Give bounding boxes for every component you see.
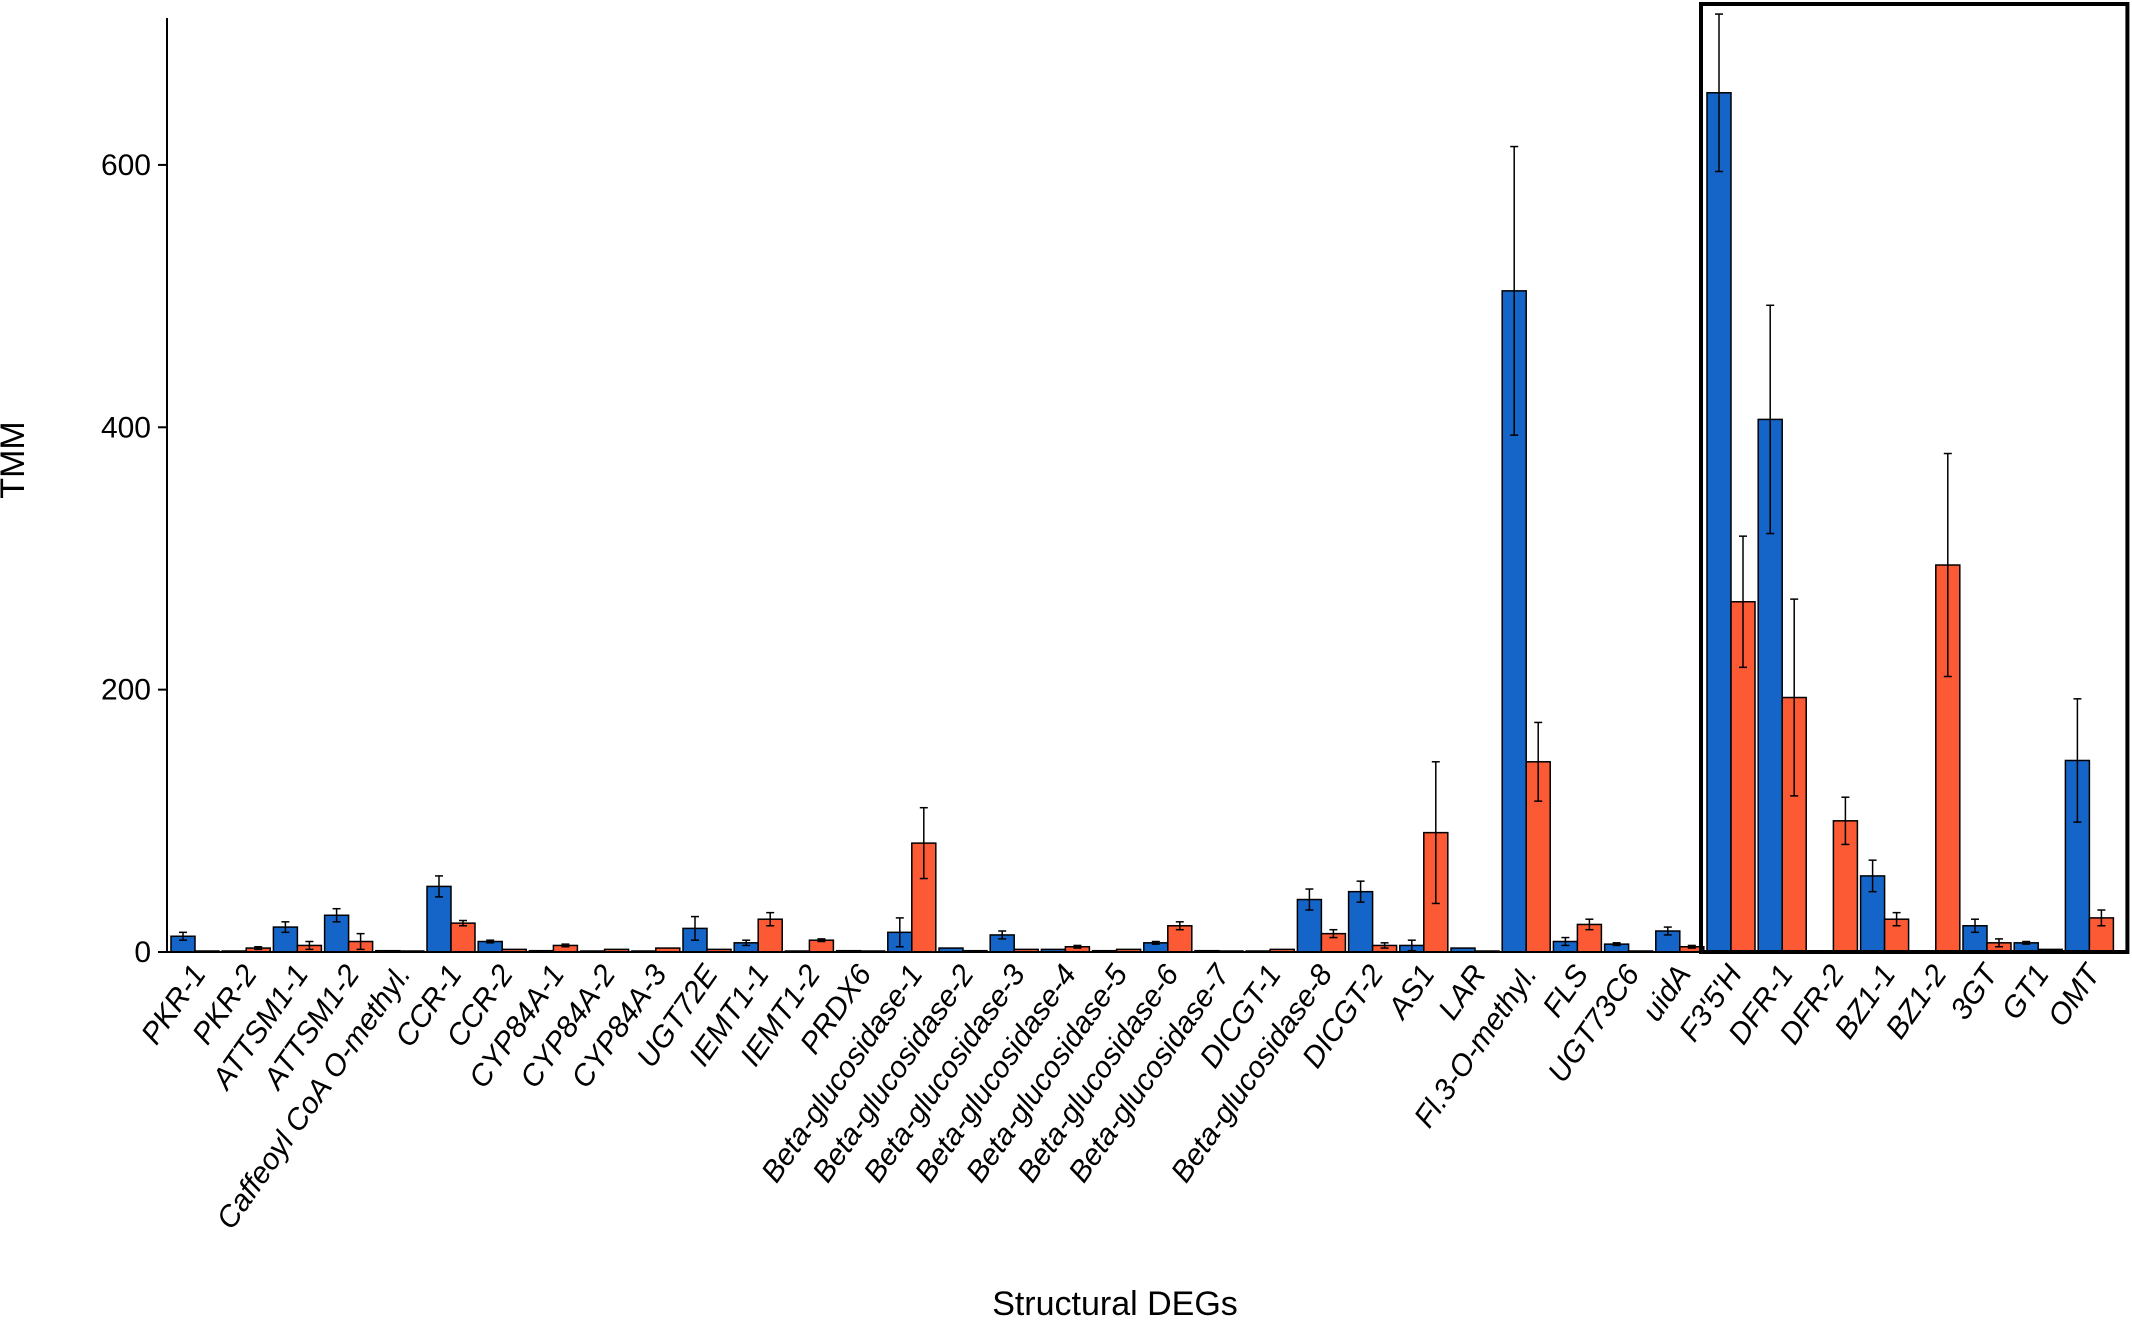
bar-a xyxy=(1706,92,1732,953)
x-tick-label: AS1 xyxy=(1381,959,1442,1026)
y-axis-title: TMM xyxy=(0,421,32,498)
highlight-box xyxy=(1699,2,2130,954)
x-tick-label: OMT xyxy=(2042,957,2109,1033)
x-axis-title: Structural DEGs xyxy=(992,1285,1238,1323)
y-axis: 0 200 400 600 xyxy=(101,18,168,969)
bar-a xyxy=(1296,898,1323,953)
y-tick-label: 600 xyxy=(101,149,151,182)
bar-b xyxy=(450,922,476,953)
y-tick-label: 0 xyxy=(134,936,151,969)
x-tick-label: 3GT xyxy=(1944,957,2006,1026)
y-tick-label: 400 xyxy=(101,411,151,444)
bars xyxy=(167,13,2122,953)
y-tick-label: 200 xyxy=(101,674,151,707)
